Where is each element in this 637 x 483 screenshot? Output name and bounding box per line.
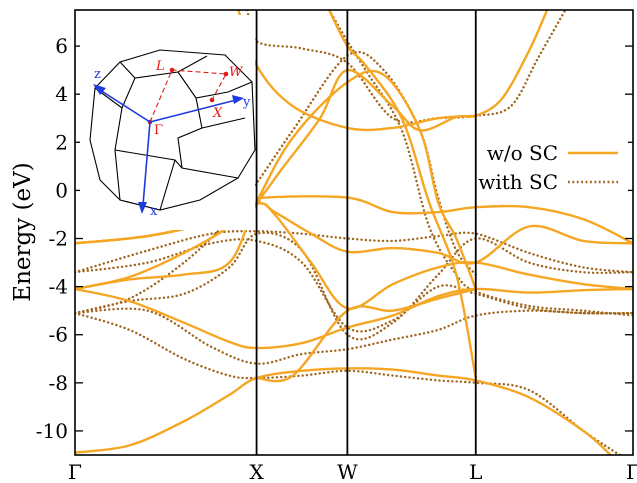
y-tick-label-1: 4	[55, 82, 68, 106]
y-axis-ticks: 6 4 2 0 -2 -4 -6 -8 -10	[36, 34, 633, 443]
y-axis-line	[149, 99, 237, 123]
zone-edge-right-top	[177, 71, 253, 99]
y-axis-inset-label: y	[242, 95, 251, 110]
with-sc-band-7	[328, 10, 633, 317]
zone-edge-right-mid	[201, 117, 246, 129]
legend: w/o SC with SC	[478, 138, 628, 196]
y-tick-label-7: -8	[49, 371, 68, 395]
y-tick-label-8: -10	[36, 419, 68, 443]
brillouin-zone-inset: z y x Γ L W X	[80, 15, 256, 230]
high-symmetry-lines	[255, 10, 477, 455]
z-axis-arrow	[93, 84, 106, 95]
l-point-marker	[169, 67, 175, 73]
l-point-label: L	[155, 59, 165, 74]
symmetry-path	[149, 69, 227, 123]
gamma-l-w-x-path	[149, 69, 227, 123]
y-tick-label-4: -2	[49, 227, 68, 251]
z-axis-label: z	[94, 67, 101, 82]
w-point-label: W	[229, 65, 244, 80]
y-axis-label: Energy (eV)	[10, 162, 36, 301]
x-point-marker	[209, 97, 215, 103]
x-axis-line	[142, 121, 151, 206]
w-o-sc-band-7	[75, 69, 477, 291]
y-tick-label-6: -6	[49, 323, 68, 347]
legend-background	[478, 138, 628, 196]
w-point-marker	[223, 71, 229, 77]
with-sc-band-8	[75, 231, 633, 341]
y-tick-label-0: 6	[55, 34, 68, 58]
legend-label-w-o-sc: w/o SC	[487, 141, 558, 165]
zone-edge-right	[177, 97, 239, 179]
x-tick-label-1: X	[249, 460, 264, 483]
x-tick-label-0: Γ	[68, 460, 82, 483]
gamma-point-label: Γ	[154, 123, 163, 138]
with-sc-band-6	[246, 10, 567, 124]
x-axis-arrow	[138, 202, 147, 214]
y-tick-label-3: 0	[55, 178, 68, 202]
inset-background	[80, 15, 255, 230]
brillouin-zone-edges	[89, 49, 256, 211]
y-axis-arrow	[232, 95, 244, 104]
x-point-label: X	[212, 106, 223, 121]
with-sc-band-1	[75, 311, 621, 455]
x-axis-inset-label: x	[150, 204, 158, 219]
with-sc-band-3	[75, 238, 633, 333]
w-o-sc-band-10	[256, 287, 477, 383]
plot-frame	[74, 9, 634, 456]
zone-edge-top	[119, 55, 208, 79]
z-axis-line	[99, 89, 151, 123]
x-tick-label-2: W	[337, 460, 358, 483]
y-tick-label-2: 2	[55, 130, 68, 154]
legend-label-with-sc: with SC	[478, 170, 558, 194]
y-tick-label-5: -4	[49, 275, 68, 299]
x-tick-label-3: L	[469, 460, 482, 483]
with-sc-band-5	[75, 50, 477, 315]
cartesian-axes	[93, 84, 244, 214]
with-sc-band-2	[75, 307, 633, 365]
zone-edge-bottom	[114, 149, 183, 211]
x-tick-label-4: Γ	[626, 460, 637, 483]
